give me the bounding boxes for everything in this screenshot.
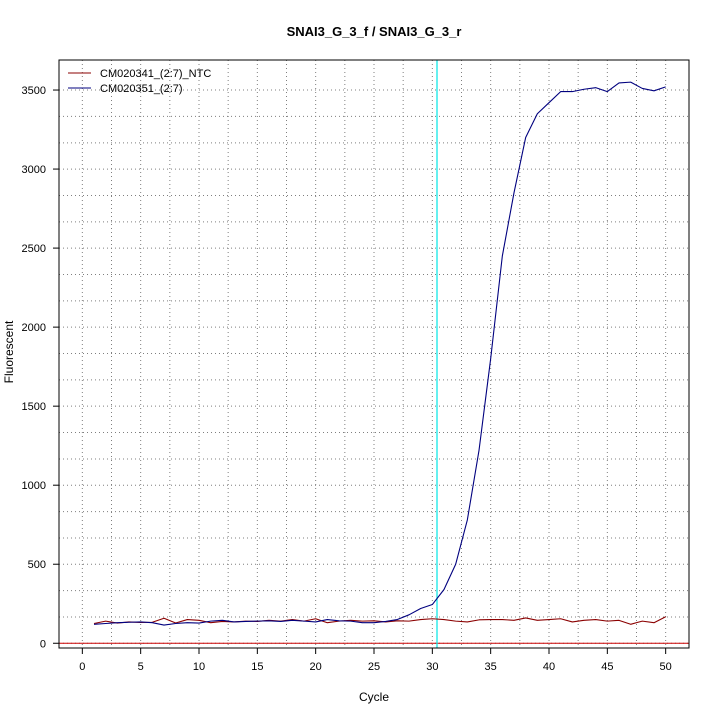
y-axis-title: Fluorescent: [2, 320, 16, 383]
x-tick-label: 50: [660, 661, 672, 673]
y-tick-label: 1500: [22, 401, 46, 413]
x-axis-title: Cycle: [359, 690, 389, 704]
plot-layer: 0 5 10 15 20 25 30 35 40 45 5005001000150020002500…: [22, 59, 690, 673]
x-tick-label: 0: [79, 661, 85, 673]
y-tick-label: 3500: [22, 85, 46, 97]
y-tick-label: 1000: [22, 480, 46, 492]
x-tick-label: 45: [601, 661, 613, 673]
y-tick-label: 3000: [22, 164, 46, 176]
series-line-2: [93, 81, 666, 626]
legend-label: CM020351_(2:7): [100, 83, 183, 95]
y-tick-label: 0: [40, 638, 46, 650]
y-tick-label: 2500: [22, 243, 46, 255]
x-tick-label: 25: [368, 661, 380, 673]
x-tick-label: 20: [310, 661, 322, 673]
x-tick-label: 35: [485, 661, 497, 673]
x-tick-label: 40: [543, 661, 555, 673]
x-tick-label: 5: [138, 661, 144, 673]
legend-label: CM020341_(2:7)_NTC: [100, 68, 211, 80]
x-tick-label: 10: [193, 661, 205, 673]
chart-title: SNAI3_G_3_f / SNAI3_G_3_r: [287, 24, 462, 39]
series-line-1: [93, 616, 666, 625]
y-tick-label: 2000: [22, 322, 46, 334]
y-tick-label: 500: [28, 559, 46, 571]
x-tick-label: 30: [426, 661, 438, 673]
x-tick-label: 15: [251, 661, 263, 673]
